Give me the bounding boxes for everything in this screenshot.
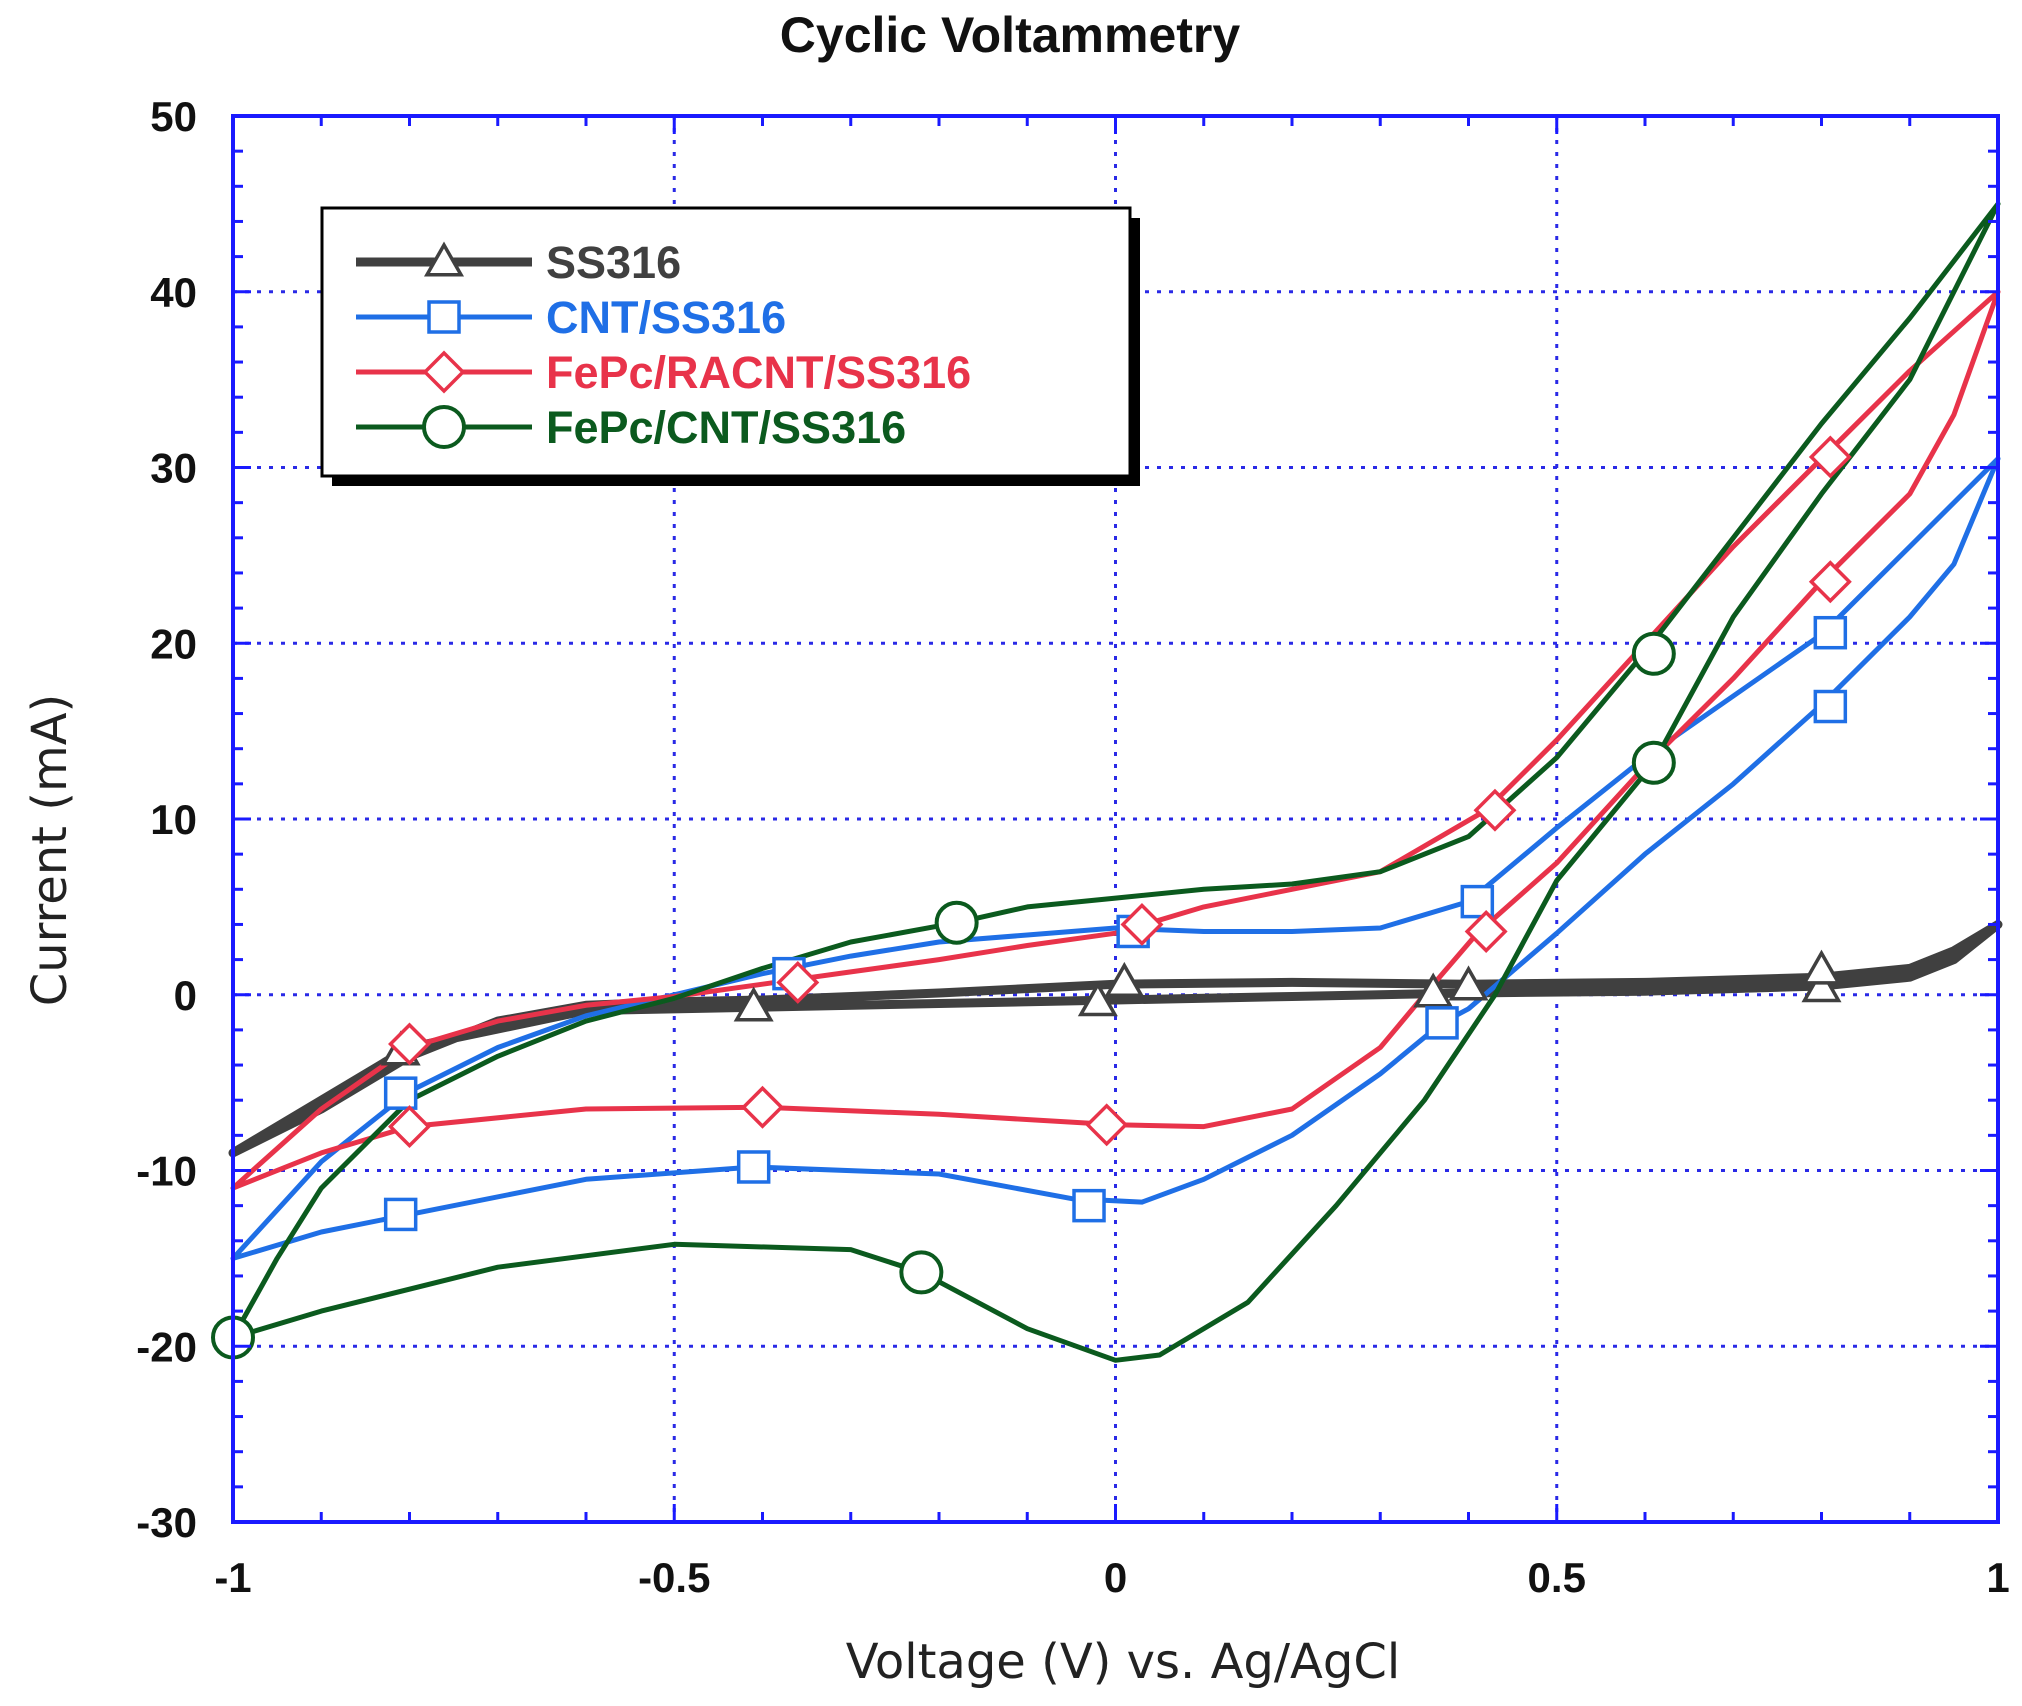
legend-label: CNT/SS316 xyxy=(546,292,786,343)
data-point-marker xyxy=(1801,967,1842,1003)
data-point-marker xyxy=(1813,615,1848,650)
y-tick-label: -30 xyxy=(136,1499,197,1546)
data-point-marker xyxy=(1808,560,1852,604)
series-line-FePc/CNT/SS316 xyxy=(230,201,2001,1363)
legend-label: SS316 xyxy=(546,237,681,288)
y-axis-label: Current (mA) xyxy=(22,694,78,1007)
data-point-marker xyxy=(1413,972,1454,1008)
legend-marker xyxy=(422,405,466,449)
x-tick-label: 0.5 xyxy=(1528,1554,1586,1601)
data-point-marker xyxy=(1120,902,1164,946)
y-tick-label: 20 xyxy=(150,620,197,667)
data-point-marker xyxy=(1464,910,1508,953)
data-point-marker xyxy=(1631,631,1676,676)
data-point-marker xyxy=(1077,981,1118,1017)
data-point-marker xyxy=(1425,1006,1459,1040)
y-tick-label: -10 xyxy=(136,1148,197,1195)
y-tick-label: 10 xyxy=(150,796,197,843)
data-point-marker xyxy=(1104,961,1145,997)
data-point-marker xyxy=(388,1022,431,1066)
data-point-marker xyxy=(776,960,820,1004)
data-point-marker xyxy=(934,900,979,945)
y-tick-label: -20 xyxy=(136,1323,197,1370)
y-tick-label: 40 xyxy=(150,269,197,316)
x-axis-label: Voltage (V) vs. Ag/AgCl xyxy=(846,1634,1400,1690)
series-markers xyxy=(211,435,1852,1360)
chart-title: Cyclic Voltammetry xyxy=(780,7,1241,63)
y-tick-label: 30 xyxy=(150,445,197,492)
y-tick-label: 0 xyxy=(174,972,197,1019)
legend-marker xyxy=(423,241,465,277)
data-point-marker xyxy=(383,1197,418,1232)
x-tick-label: 0 xyxy=(1104,1554,1127,1601)
legend: SS316CNT/SS316FePc/RACNT/SS316FePc/CNT/S… xyxy=(320,206,1140,486)
data-point-marker xyxy=(1808,435,1852,479)
data-point-marker xyxy=(388,1105,431,1149)
data-point-marker xyxy=(1448,965,1489,1001)
y-tick-label: 50 xyxy=(150,93,197,140)
series-line-CNT/SS316 xyxy=(230,456,2001,1261)
legend-marker xyxy=(427,300,461,334)
data-point-marker xyxy=(383,1076,418,1110)
data-point-marker xyxy=(1813,689,1848,724)
data-point-marker xyxy=(1801,949,1842,985)
data-point-marker xyxy=(736,1150,771,1184)
data-point-marker xyxy=(1072,1188,1106,1223)
x-tick-label: -0.5 xyxy=(638,1554,710,1601)
data-point-marker xyxy=(741,1085,784,1129)
data-point-marker xyxy=(1631,740,1676,785)
x-tick-label: -1 xyxy=(214,1554,251,1601)
data-point-marker xyxy=(899,1250,944,1295)
axis-ticks xyxy=(231,114,2000,1524)
tick-labels: -30 -20 -10 0 10 20 30 40 50 -1 -0.5 0 0.5 1 xyxy=(136,93,2009,1601)
data-point-marker xyxy=(1473,788,1517,832)
data-point-marker xyxy=(1085,1103,1129,1147)
legend-label: FePc/RACNT/SS316 xyxy=(546,347,971,398)
x-tick-label: 1 xyxy=(1986,1554,2009,1601)
data-point-marker xyxy=(733,986,774,1022)
legend-marker xyxy=(422,350,466,394)
legend-label: FePc/CNT/SS316 xyxy=(546,402,906,453)
